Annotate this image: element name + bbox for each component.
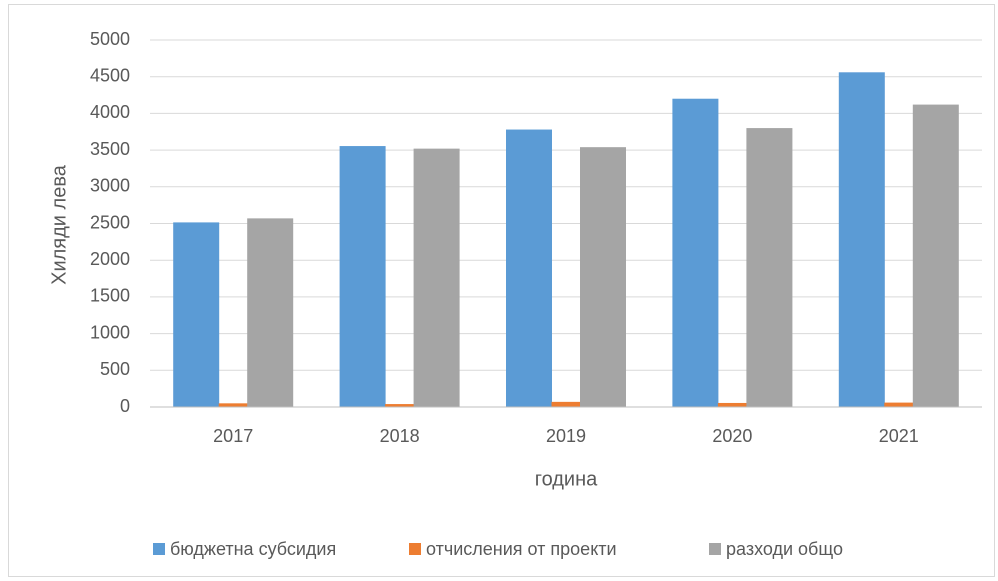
legend-swatch [409,543,421,555]
y-tick-label: 2000 [90,249,130,269]
bar [580,147,626,407]
x-tick-label: 2019 [546,426,586,446]
x-tick-label: 2018 [380,426,420,446]
chart-border [8,4,995,577]
bar [551,401,581,407]
bar [717,402,747,407]
y-tick-label: 500 [100,359,130,379]
bar [506,129,552,407]
y-tick-label: 3500 [90,139,130,159]
x-tick-label: 2021 [879,426,919,446]
y-tick-label: 1000 [90,322,130,342]
y-tick-label: 3000 [90,176,130,196]
y-tick-label: 5000 [90,29,130,49]
x-tick-label: 2020 [712,426,752,446]
legend-swatch [153,543,165,555]
legend-swatch [709,543,721,555]
bar [413,148,460,407]
bar [838,72,885,408]
bar [672,98,719,407]
legend-label: бюджетна субсидия [170,539,336,559]
bar [884,402,914,407]
legend-label: разходи общо [726,539,843,559]
legend-label: отчисления от проекти [426,539,617,559]
y-tick-label: 2500 [90,212,130,232]
bar [746,128,793,407]
x-tick-label: 2017 [213,426,253,446]
bar [173,222,220,407]
bar [218,403,248,407]
bar [912,104,959,407]
bar [385,404,415,407]
bar [247,218,294,407]
y-tick-label: 4000 [90,102,130,122]
y-tick-label: 1500 [90,286,130,306]
y-tick-label: 4500 [90,65,130,85]
x-axis-title: година [535,468,598,490]
bar [339,146,386,408]
y-tick-label: 0 [120,396,130,416]
y-axis-title: Хиляди лева [48,164,70,285]
